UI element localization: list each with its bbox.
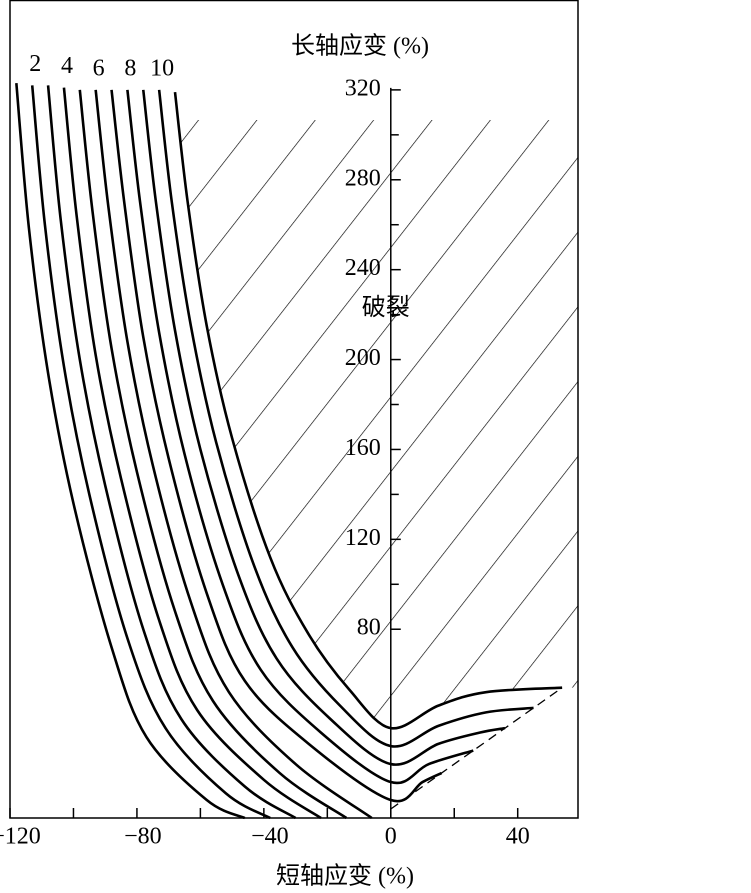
y-tick-label: 320 bbox=[345, 75, 381, 101]
curve-label: 2 bbox=[29, 51, 41, 77]
limit-line bbox=[390, 687, 563, 810]
annotation: 破裂 bbox=[362, 293, 410, 321]
curve bbox=[15, 83, 246, 820]
x-tick-label: −80 bbox=[124, 824, 162, 850]
curve bbox=[30, 85, 271, 820]
x-axis-label: 短轴应变 (%) bbox=[276, 863, 414, 890]
curve bbox=[94, 89, 373, 820]
curve bbox=[78, 89, 348, 820]
curve-label: 10 bbox=[150, 55, 174, 81]
y-tick-label: 160 bbox=[345, 435, 381, 461]
y-tick-label: 120 bbox=[345, 525, 381, 551]
curve bbox=[173, 91, 563, 730]
x-tick-label: 40 bbox=[506, 824, 530, 850]
y-tick-label: 240 bbox=[345, 255, 381, 281]
x-tick-label: −40 bbox=[251, 824, 289, 850]
curve-label: 4 bbox=[61, 53, 73, 79]
x-tick-label: −120 bbox=[0, 824, 41, 850]
curve bbox=[157, 89, 534, 748]
curve-label: 6 bbox=[93, 55, 105, 81]
y-axis-label: 长轴应变 (%) bbox=[291, 33, 429, 60]
curve bbox=[46, 85, 297, 820]
curve-label: 8 bbox=[124, 55, 136, 81]
curve bbox=[126, 89, 474, 785]
curve bbox=[141, 89, 506, 766]
curve bbox=[62, 87, 322, 820]
y-tick-label: 80 bbox=[357, 615, 381, 641]
y-tick-label: 200 bbox=[345, 345, 381, 371]
curve bbox=[110, 89, 443, 803]
y-tick-label: 280 bbox=[345, 165, 381, 191]
x-tick-label: 0 bbox=[385, 824, 397, 850]
